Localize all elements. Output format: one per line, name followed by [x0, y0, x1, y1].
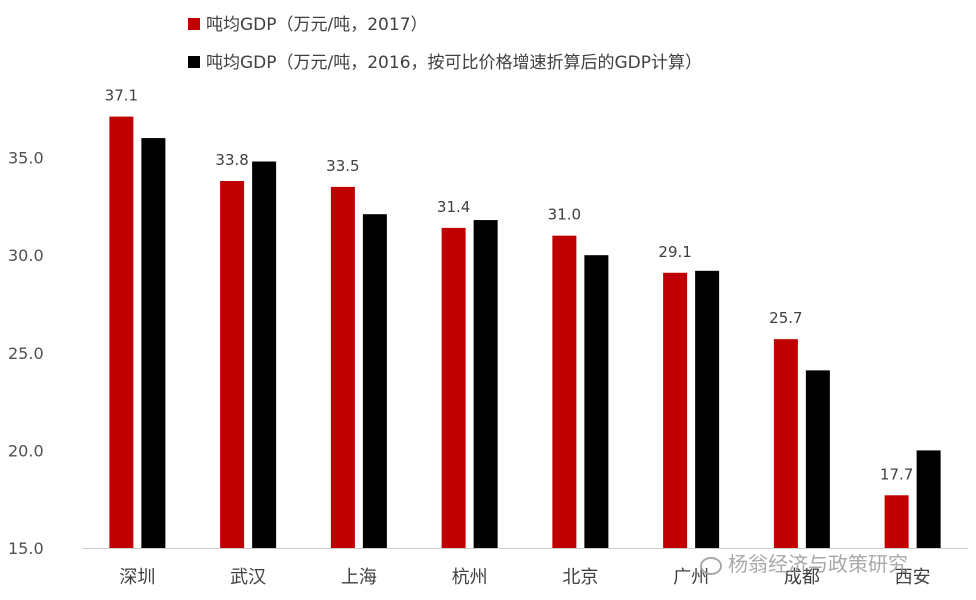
- wechat-icon: [700, 556, 722, 575]
- legend-label-2016: 吨均GDP（万元/吨，2016，按可比价格增速折算后的GDP计算）: [206, 53, 703, 73]
- bar-2017: [220, 181, 245, 549]
- data-label: 29.1: [658, 243, 691, 261]
- bar-2016: [141, 138, 166, 548]
- watermark: 杨翁经济与政策研究: [700, 548, 908, 577]
- bar-2017: [441, 227, 466, 548]
- bar-2017: [109, 116, 134, 548]
- bar-2017: [330, 186, 355, 548]
- x-tick-label: 杭州: [452, 567, 488, 588]
- bars: [109, 116, 941, 549]
- x-tick-label: 武汉: [230, 567, 266, 588]
- x-tick-label: 上海: [341, 567, 377, 588]
- y-tick-label: 30.0: [8, 246, 44, 265]
- data-label: 37.1: [105, 87, 138, 105]
- data-label: 33.5: [326, 157, 359, 175]
- data-label: 25.7: [769, 309, 802, 327]
- y-axis: 15.0 20.0 25.0 30.0 35.0: [8, 149, 44, 558]
- bar-2016: [916, 450, 941, 548]
- x-tick-label: 西安: [895, 567, 931, 588]
- bar-2017: [884, 495, 909, 548]
- data-label: 31.4: [437, 198, 470, 216]
- x-tick-label: 深圳: [119, 567, 155, 588]
- bar-2016: [805, 370, 830, 548]
- y-tick-label: 20.0: [8, 441, 44, 460]
- bar-2016: [362, 214, 387, 548]
- watermark-text: 杨翁经济与政策研究: [728, 552, 908, 576]
- bar-2016: [695, 270, 720, 548]
- bar-2016: [473, 220, 498, 548]
- x-tick-label: 北京: [562, 567, 598, 588]
- data-labels: 37.1 33.8 33.5 31.4 31.0 29.1 25.7 17.7: [105, 87, 914, 484]
- legend-swatch-red: [188, 18, 200, 30]
- x-tick-label: 成都: [784, 567, 820, 588]
- legend-label-2017: 吨均GDP（万元/吨，2017）: [206, 15, 428, 35]
- y-tick-label: 25.0: [8, 344, 44, 363]
- legend-swatch-black: [188, 56, 200, 68]
- data-label: 33.8: [215, 151, 248, 169]
- data-label: 31.0: [548, 206, 581, 224]
- x-axis: 深圳 武汉 上海 杭州 北京 广州 成都 西安: [82, 548, 968, 588]
- legend-item-2017: 吨均GDP（万元/吨，2017）: [188, 10, 428, 35]
- bar-2017: [663, 272, 688, 548]
- legend-item-2016: 吨均GDP（万元/吨，2016，按可比价格增速折算后的GDP计算）: [188, 48, 702, 73]
- bar-2017: [773, 339, 798, 548]
- y-tick-label: 35.0: [8, 149, 44, 168]
- bar-2016: [252, 161, 277, 548]
- data-label: 17.7: [880, 465, 913, 483]
- bar-2017: [552, 235, 577, 548]
- y-tick-label: 15.0: [8, 539, 44, 558]
- bar-2016: [584, 255, 609, 548]
- x-tick-label: 广州: [673, 567, 709, 588]
